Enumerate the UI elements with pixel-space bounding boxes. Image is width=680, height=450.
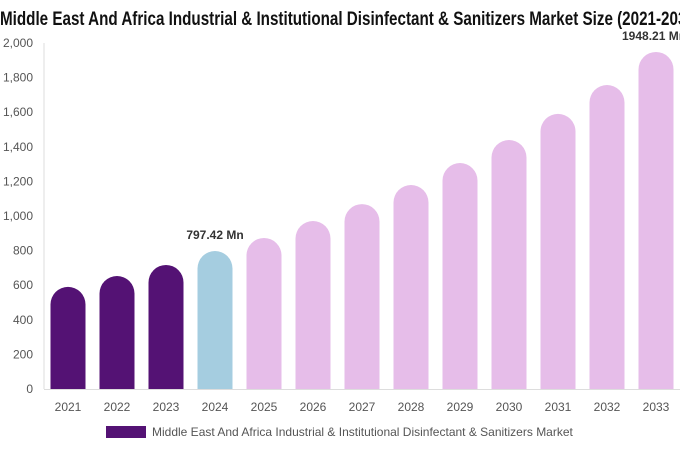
x-tick-label: 2027 (349, 400, 376, 414)
legend[interactable]: Middle East And Africa Industrial & Inst… (106, 425, 573, 439)
x-tick-label: 2023 (153, 400, 180, 414)
bar-2021[interactable] (50, 286, 86, 389)
bar-2028[interactable] (393, 185, 429, 389)
y-tick-label: 600 (13, 278, 33, 292)
y-tick-label: 1,000 (3, 209, 33, 223)
x-tick-label: 2031 (545, 400, 572, 414)
bar-2027[interactable] (344, 204, 380, 389)
bar-2029[interactable] (442, 163, 478, 389)
y-tick-label: 2,000 (3, 36, 33, 50)
bar-2031[interactable] (540, 113, 576, 389)
y-tick-label: 1,200 (3, 174, 33, 188)
chart-title: Middle East And Africa Industrial & Inst… (0, 9, 680, 30)
y-tick-label: 1,400 (3, 140, 33, 154)
bar-2030[interactable] (491, 140, 527, 389)
x-tick-label: 2025 (251, 400, 278, 414)
bar-2024[interactable] (197, 251, 233, 389)
bar-2025[interactable] (246, 237, 282, 389)
bar-2022[interactable] (99, 276, 135, 389)
bar-2026[interactable] (295, 221, 331, 389)
x-tick-label: 2033 (643, 400, 670, 414)
legend-swatch (106, 426, 146, 438)
y-tick-label: 200 (13, 347, 33, 361)
legend-label: Middle East And Africa Industrial & Inst… (152, 425, 573, 439)
y-tick-label: 800 (13, 244, 33, 258)
y-tick-label: 1,800 (3, 71, 33, 85)
y-tick-label: 400 (13, 313, 33, 327)
bar-2033[interactable] (638, 51, 674, 390)
bar-2023[interactable] (148, 264, 184, 389)
y-tick-label: 1,600 (3, 105, 33, 119)
bar-2032[interactable] (589, 85, 625, 389)
x-tick-label: 2024 (202, 400, 229, 414)
x-tick-label: 2032 (594, 400, 621, 414)
x-tick-label: 2026 (300, 400, 327, 414)
y-tick-label: 0 (26, 382, 33, 396)
x-tick-label: 2021 (55, 400, 82, 414)
x-tick-label: 2022 (104, 400, 131, 414)
x-tick-label: 2028 (398, 400, 425, 414)
data-label: 797.42 Mn (186, 228, 243, 242)
x-tick-label: 2029 (447, 400, 474, 414)
data-label: 1948.21 Mn (622, 29, 680, 43)
x-tick-label: 2030 (496, 400, 523, 414)
